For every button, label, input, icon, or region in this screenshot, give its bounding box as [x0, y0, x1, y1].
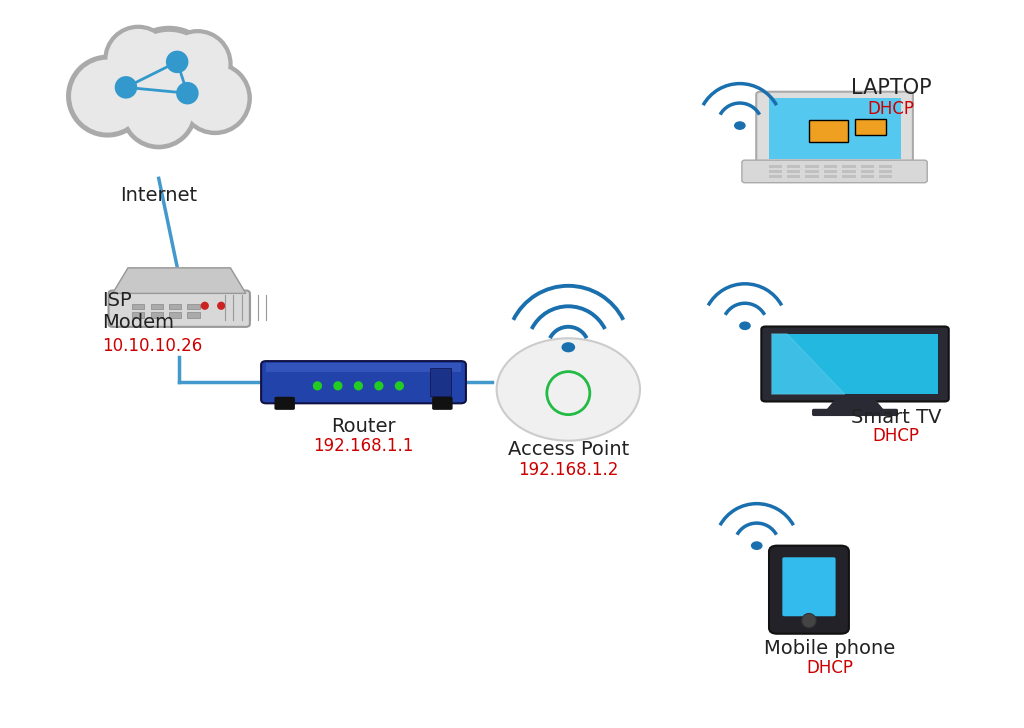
- FancyBboxPatch shape: [741, 160, 928, 183]
- Circle shape: [734, 122, 744, 130]
- Ellipse shape: [497, 339, 640, 440]
- Text: ISP: ISP: [102, 291, 132, 310]
- Ellipse shape: [176, 82, 199, 104]
- FancyBboxPatch shape: [169, 304, 181, 309]
- Ellipse shape: [217, 301, 225, 310]
- Polygon shape: [113, 268, 246, 293]
- FancyBboxPatch shape: [786, 165, 801, 168]
- FancyBboxPatch shape: [266, 363, 461, 372]
- FancyBboxPatch shape: [187, 304, 200, 309]
- Ellipse shape: [166, 51, 188, 73]
- FancyBboxPatch shape: [169, 312, 181, 318]
- Ellipse shape: [353, 381, 362, 390]
- Ellipse shape: [802, 614, 816, 628]
- FancyBboxPatch shape: [261, 361, 466, 403]
- FancyBboxPatch shape: [109, 290, 250, 327]
- FancyBboxPatch shape: [430, 368, 451, 396]
- FancyBboxPatch shape: [842, 165, 855, 168]
- Ellipse shape: [395, 381, 403, 390]
- FancyBboxPatch shape: [805, 170, 819, 173]
- Ellipse shape: [119, 25, 220, 127]
- FancyBboxPatch shape: [879, 170, 892, 173]
- Ellipse shape: [167, 33, 228, 95]
- FancyBboxPatch shape: [786, 175, 801, 178]
- FancyBboxPatch shape: [768, 165, 782, 168]
- FancyBboxPatch shape: [860, 170, 873, 173]
- FancyBboxPatch shape: [769, 546, 849, 633]
- FancyBboxPatch shape: [823, 175, 838, 178]
- Circle shape: [752, 542, 762, 549]
- Text: Internet: Internet: [120, 186, 198, 205]
- Text: 192.168.1.1: 192.168.1.1: [313, 437, 414, 455]
- FancyBboxPatch shape: [761, 326, 948, 402]
- FancyBboxPatch shape: [782, 558, 836, 616]
- FancyBboxPatch shape: [756, 92, 913, 167]
- FancyBboxPatch shape: [132, 312, 144, 318]
- Ellipse shape: [163, 29, 232, 99]
- FancyBboxPatch shape: [842, 175, 855, 178]
- FancyBboxPatch shape: [860, 165, 873, 168]
- FancyBboxPatch shape: [187, 312, 200, 318]
- FancyBboxPatch shape: [132, 304, 144, 309]
- FancyBboxPatch shape: [772, 333, 938, 394]
- FancyBboxPatch shape: [805, 175, 819, 178]
- Circle shape: [562, 343, 574, 352]
- Ellipse shape: [120, 72, 198, 149]
- FancyBboxPatch shape: [879, 175, 892, 178]
- FancyBboxPatch shape: [823, 165, 838, 168]
- FancyBboxPatch shape: [768, 170, 782, 173]
- Ellipse shape: [182, 66, 248, 131]
- Text: Router: Router: [331, 417, 396, 436]
- Ellipse shape: [71, 60, 144, 132]
- Text: Smart TV: Smart TV: [851, 408, 941, 427]
- FancyBboxPatch shape: [151, 312, 163, 318]
- Text: 10.10.10.26: 10.10.10.26: [102, 337, 203, 355]
- FancyBboxPatch shape: [432, 397, 453, 410]
- Text: DHCP: DHCP: [806, 659, 853, 677]
- FancyBboxPatch shape: [879, 165, 892, 168]
- FancyBboxPatch shape: [768, 98, 901, 159]
- FancyBboxPatch shape: [274, 397, 295, 410]
- Ellipse shape: [103, 25, 173, 95]
- Text: 192.168.1.2: 192.168.1.2: [518, 461, 618, 479]
- Ellipse shape: [374, 381, 383, 390]
- Ellipse shape: [178, 61, 252, 135]
- Ellipse shape: [66, 55, 150, 138]
- Ellipse shape: [124, 32, 214, 121]
- FancyBboxPatch shape: [860, 175, 873, 178]
- Polygon shape: [772, 333, 845, 394]
- FancyBboxPatch shape: [812, 408, 898, 416]
- FancyBboxPatch shape: [786, 170, 801, 173]
- FancyBboxPatch shape: [768, 175, 782, 178]
- Circle shape: [739, 322, 750, 329]
- Text: DHCP: DHCP: [872, 427, 920, 446]
- Ellipse shape: [108, 29, 169, 90]
- Ellipse shape: [125, 76, 193, 145]
- Text: Access Point: Access Point: [508, 440, 629, 459]
- Text: DHCP: DHCP: [867, 100, 914, 119]
- FancyBboxPatch shape: [809, 120, 848, 142]
- Text: LAPTOP: LAPTOP: [851, 79, 931, 98]
- Ellipse shape: [201, 301, 209, 310]
- Ellipse shape: [334, 381, 342, 390]
- Text: Modem: Modem: [102, 313, 174, 332]
- FancyBboxPatch shape: [823, 170, 838, 173]
- Text: Mobile phone: Mobile phone: [764, 639, 895, 658]
- FancyBboxPatch shape: [151, 304, 163, 309]
- FancyBboxPatch shape: [842, 170, 855, 173]
- FancyBboxPatch shape: [805, 165, 819, 168]
- Ellipse shape: [313, 381, 322, 390]
- Polygon shape: [824, 398, 886, 413]
- Ellipse shape: [115, 76, 137, 98]
- FancyBboxPatch shape: [855, 119, 886, 135]
